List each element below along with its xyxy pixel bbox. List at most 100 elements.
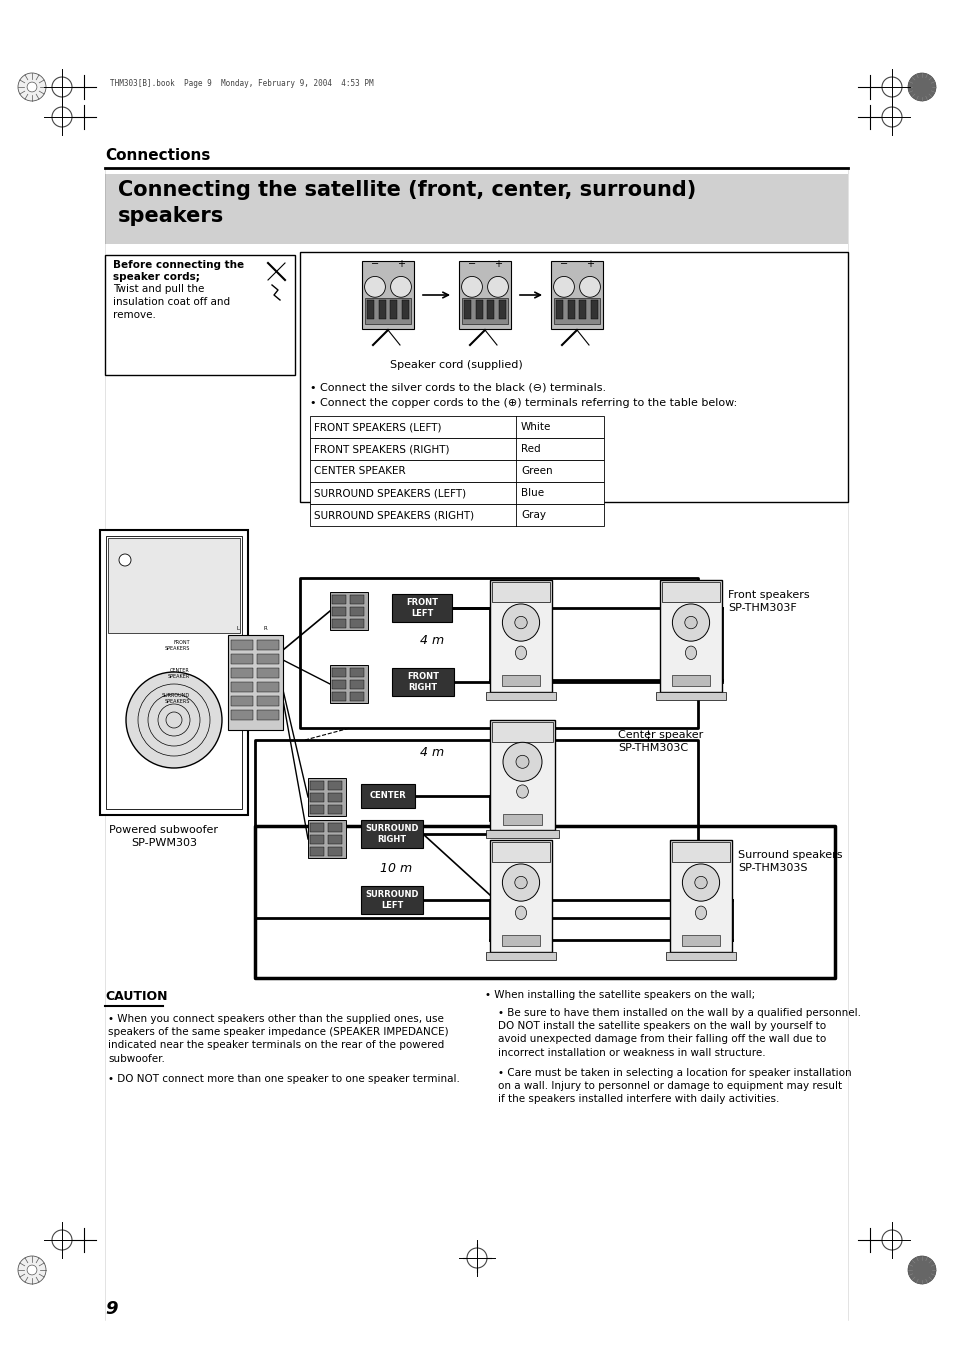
Bar [681, 935, 719, 947]
Text: • Care must be taken in selecting a location for speaker installation
on a wall.: • Care must be taken in selecting a loca… [497, 1069, 851, 1104]
Circle shape [52, 77, 71, 97]
Circle shape [882, 1229, 901, 1250]
Bar [350, 619, 364, 628]
Text: Powered subwoofer
SP-PWM303: Powered subwoofer SP-PWM303 [110, 825, 218, 848]
Bar [310, 805, 324, 815]
Bar [231, 640, 253, 650]
Circle shape [502, 863, 539, 901]
Circle shape [516, 755, 529, 769]
Circle shape [579, 277, 599, 297]
Bar [458, 261, 511, 330]
Bar [231, 711, 253, 720]
Circle shape [119, 554, 131, 566]
Bar [485, 830, 558, 838]
Circle shape [907, 73, 935, 101]
Bar [485, 692, 556, 700]
Text: CENTER
SPEAKER: CENTER SPEAKER [168, 667, 190, 678]
Ellipse shape [515, 907, 526, 920]
Bar [256, 654, 278, 663]
Circle shape [126, 671, 222, 767]
Bar [364, 299, 411, 324]
Text: +: + [494, 259, 501, 269]
Bar [464, 300, 471, 319]
Bar [231, 696, 253, 707]
Text: −: − [468, 259, 476, 269]
Bar [487, 300, 494, 319]
Bar [310, 459, 603, 482]
Text: Center speaker
SP-THM303C: Center speaker SP-THM303C [618, 730, 702, 754]
Text: Surround speakers
SP-THM303S: Surround speakers SP-THM303S [738, 850, 841, 873]
Ellipse shape [684, 646, 696, 659]
Circle shape [502, 604, 539, 642]
Text: CENTER SPEAKER: CENTER SPEAKER [314, 466, 405, 476]
Bar [492, 842, 550, 862]
Ellipse shape [517, 785, 528, 798]
Text: • Connect the copper cords to the (⊕) terminals referring to the table below:: • Connect the copper cords to the (⊕) te… [310, 399, 737, 408]
Bar [553, 299, 599, 324]
Circle shape [553, 277, 574, 297]
Bar [328, 823, 341, 832]
Text: Twist and pull the
insulation coat off and
remove.: Twist and pull the insulation coat off a… [112, 284, 230, 320]
Bar [254, 825, 834, 978]
Circle shape [27, 82, 37, 92]
Bar [360, 820, 422, 848]
Text: • Be sure to have them installed on the wall by a qualified personnel.
DO NOT in: • Be sure to have them installed on the … [497, 1008, 861, 1058]
Text: 9: 9 [105, 1300, 117, 1319]
Circle shape [681, 863, 719, 901]
Circle shape [882, 107, 901, 127]
Text: Front speakers
SP-THM303F: Front speakers SP-THM303F [727, 590, 809, 613]
Text: SURROUND
SPEAKERS: SURROUND SPEAKERS [162, 693, 190, 704]
Bar [299, 578, 698, 728]
Bar [656, 692, 725, 700]
Text: FRONT
SPEAKERS: FRONT SPEAKERS [165, 640, 190, 651]
Text: • When you connect speakers other than the supplied ones, use
speakers of the sa: • When you connect speakers other than t… [108, 1015, 448, 1063]
Text: +: + [585, 259, 594, 269]
Circle shape [907, 1256, 935, 1283]
Text: • DO NOT connect more than one speaker to one speaker terminal.: • DO NOT connect more than one speaker t… [108, 1074, 459, 1084]
Bar [661, 582, 720, 603]
Bar [299, 253, 847, 503]
Bar [256, 682, 278, 692]
Circle shape [27, 1265, 37, 1275]
Bar [669, 840, 731, 952]
Bar [492, 582, 550, 603]
Bar [231, 654, 253, 663]
Bar [502, 935, 539, 947]
Circle shape [882, 77, 901, 97]
Bar [490, 840, 552, 952]
Bar [310, 847, 324, 857]
Text: −: − [371, 259, 378, 269]
Text: Gray: Gray [520, 509, 545, 520]
Text: THM303[B].book  Page 9  Monday, February 9, 2004  4:53 PM: THM303[B].book Page 9 Monday, February 9… [110, 80, 374, 89]
Bar [665, 952, 735, 961]
Bar [332, 692, 346, 701]
Bar [256, 667, 278, 678]
Bar [330, 592, 368, 630]
Bar [490, 580, 552, 692]
Bar [367, 300, 375, 319]
Bar [485, 952, 556, 961]
Bar [108, 538, 240, 634]
Text: CAUTION: CAUTION [105, 990, 168, 1002]
Bar [360, 886, 422, 915]
Text: SURROUND SPEAKERS (RIGHT): SURROUND SPEAKERS (RIGHT) [314, 509, 474, 520]
Bar [556, 300, 563, 319]
Text: −: − [559, 259, 567, 269]
Bar [332, 619, 346, 628]
Text: • Connect the silver cords to the black (⊖) terminals.: • Connect the silver cords to the black … [310, 382, 605, 392]
Bar [328, 847, 341, 857]
Bar [332, 667, 346, 677]
Bar [310, 504, 603, 526]
Bar [671, 842, 729, 862]
Bar [476, 300, 482, 319]
Bar [392, 594, 452, 621]
Text: R: R [263, 626, 267, 631]
Text: FRONT
RIGHT: FRONT RIGHT [407, 673, 438, 692]
Circle shape [18, 73, 46, 101]
Bar [392, 667, 454, 696]
Bar [578, 300, 586, 319]
Text: • When installing the satellite speakers on the wall;: • When installing the satellite speakers… [484, 990, 755, 1000]
Bar [350, 607, 364, 616]
Bar [106, 536, 242, 809]
Circle shape [18, 1256, 46, 1283]
